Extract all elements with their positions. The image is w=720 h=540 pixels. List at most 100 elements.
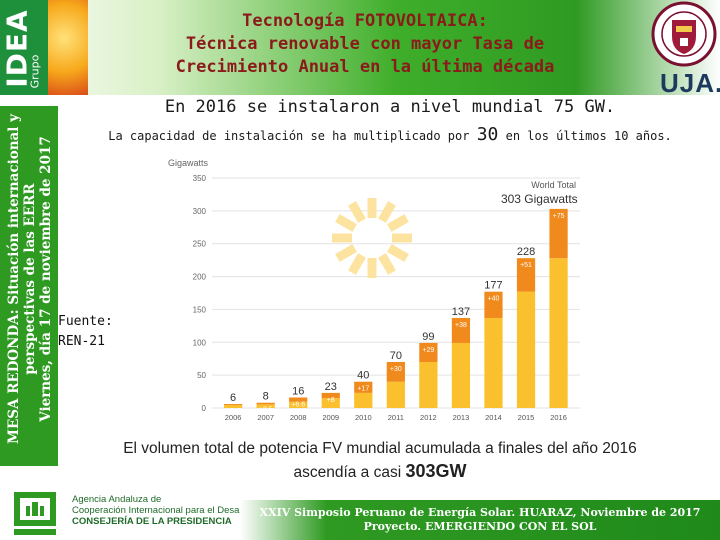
caption-text: El volumen total de potencia FV mundial … [123, 440, 637, 481]
y-tick-label: 50 [197, 371, 206, 380]
total-label: 303 Gigawatts [501, 192, 578, 206]
event-info-line-1: MESA REDONDA: Situación internacional y [6, 114, 22, 444]
event-banner: XXIV Simposio Peruano de Energía Solar. … [240, 506, 720, 534]
sun-ray-decoration [387, 214, 409, 232]
total-label: 70 [390, 350, 402, 362]
logo-grupo-text: Grupo [28, 54, 42, 89]
agency-line-1: Agencia Andaluza de [72, 494, 162, 505]
sun-image [48, 0, 88, 95]
bar-previous-capacity [549, 258, 568, 408]
bar-previous-capacity [289, 401, 308, 408]
addition-label: +2.5 [259, 407, 273, 414]
header-banner [0, 0, 720, 95]
bar-added-capacity [321, 392, 340, 399]
pv-capacity-chart: 0 50 100 150 200 250 300 350 +1.4 6 2006 +2.5 8 2007… [168, 158, 580, 422]
bar-added-capacity [419, 342, 438, 362]
addition-label: +6.6 [291, 401, 305, 408]
title-line-3: Crecimiento Anual en la última década [175, 57, 555, 77]
subtitle-main: En 2016 se instalaron a nivel mundial 75… [164, 97, 616, 117]
addition-label: +38 [455, 322, 467, 329]
event-title: XXIV Simposio Peruano de Energía Solar. … [259, 506, 701, 519]
y-tick-label: 250 [193, 240, 207, 249]
y-tick-label: 100 [193, 338, 207, 347]
x-tick-label: 2016 [550, 413, 567, 422]
agency-line-2: Cooperación Internacional para el Desarr… [72, 505, 261, 516]
page-title: Tecnología FOTOVOLTAICA: Técnica renovab… [130, 10, 600, 79]
sun-ray-decoration [378, 253, 396, 275]
bar-previous-capacity [354, 392, 373, 408]
sun-ray-decoration [378, 201, 396, 223]
total-label: 16 [292, 385, 304, 397]
title-line-2: Técnica renovable con mayor Tasa de [185, 34, 545, 54]
bar-added-capacity [256, 402, 275, 405]
sun-ray-decoration [348, 201, 366, 223]
addition-label: +17 [357, 386, 369, 393]
x-tick-label: 2006 [225, 413, 242, 422]
sun-ray-decoration [387, 244, 409, 262]
chart-source: Fuente: REN-21 [58, 312, 113, 352]
bar-added-capacity [484, 291, 503, 318]
junta-andalucia-logo-icon [14, 492, 56, 535]
x-tick-label: 2013 [453, 413, 470, 422]
addition-label: +8 [327, 397, 335, 404]
chart-caption: El volumen total de potencia FV mundial … [95, 438, 665, 484]
x-tick-label: 2010 [355, 413, 372, 422]
bar-added-capacity [386, 362, 405, 382]
bar-previous-capacity [321, 398, 340, 408]
addition-label: +30 [390, 366, 402, 373]
addition-label: +29 [422, 347, 434, 354]
bar-added-capacity [549, 208, 568, 259]
addition-label: +75 [553, 213, 565, 220]
sun-ray-decoration [335, 214, 357, 232]
uja-logo-text: UJA. [660, 68, 720, 98]
bar-previous-capacity [484, 317, 503, 408]
total-label: 40 [357, 370, 369, 382]
bar-added-capacity [516, 258, 536, 292]
source-name: REN-21 [58, 334, 105, 349]
bar-added-capacity [224, 404, 243, 405]
addition-label: +51 [520, 262, 532, 269]
agency-name: Agencia Andaluza de Cooperación Internac… [72, 494, 261, 527]
total-label: 8 [263, 391, 269, 403]
event-project: Proyecto. EMERGIENDO CON EL SOL [363, 520, 597, 533]
event-info-line-2: perspectivas de las EERR [22, 183, 38, 375]
x-tick-label: 2011 [388, 413, 404, 422]
title-line-1: Tecnología FOTOVOLTAICA: [242, 11, 488, 31]
subtitle-number: 30 [476, 124, 499, 145]
y-tick-label: 350 [193, 174, 207, 183]
subtitle-suffix: en los últimos 10 años. [505, 129, 672, 143]
y-tick-label: 300 [193, 207, 207, 216]
caption-highlight: 303GW [405, 461, 467, 481]
x-tick-label: 2008 [290, 413, 307, 422]
x-tick-label: 2012 [420, 413, 437, 422]
footer-bar [240, 500, 720, 540]
subtitle-secondary: La capacidad de instalación se ha multip… [60, 124, 720, 145]
total-label: 99 [422, 331, 434, 343]
event-info-vertical: MESA REDONDA: Situación internacional y … [6, 99, 54, 459]
x-tick-label: 2015 [518, 413, 535, 422]
event-info-line-3: Viernes, día 17 de noviembre de 2017 [38, 136, 54, 422]
y-tick-label: 150 [193, 305, 207, 314]
bar-previous-capacity [224, 404, 243, 408]
bar-added-capacity [354, 381, 373, 393]
x-tick-label: 2007 [257, 413, 274, 422]
x-tick-label: 2014 [485, 413, 502, 422]
total-label: 137 [452, 306, 470, 318]
y-tick-label: 200 [193, 273, 207, 282]
x-tick-label: 2009 [322, 413, 339, 422]
bar-previous-capacity [386, 381, 405, 408]
left-side-panel [0, 106, 58, 466]
grupo-idea-logo: IDEA Grupo [0, 0, 48, 95]
total-label: 177 [484, 280, 502, 292]
bar-previous-capacity [451, 342, 471, 408]
agency-line-3: CONSEJERÍA DE LA PRESIDENCIA [72, 516, 232, 527]
sun-ray-decoration [335, 244, 357, 262]
y-tick-label: 0 [202, 404, 207, 413]
total-label: 23 [325, 381, 337, 393]
total-label: 228 [517, 246, 535, 258]
subtitle-prefix: La capacidad de instalación se ha multip… [108, 129, 470, 143]
bar-previous-capacity [256, 404, 275, 408]
source-label: Fuente: [58, 314, 113, 329]
chart-y-axis-label: Gigawatts [168, 158, 209, 168]
bar-previous-capacity [419, 362, 438, 408]
